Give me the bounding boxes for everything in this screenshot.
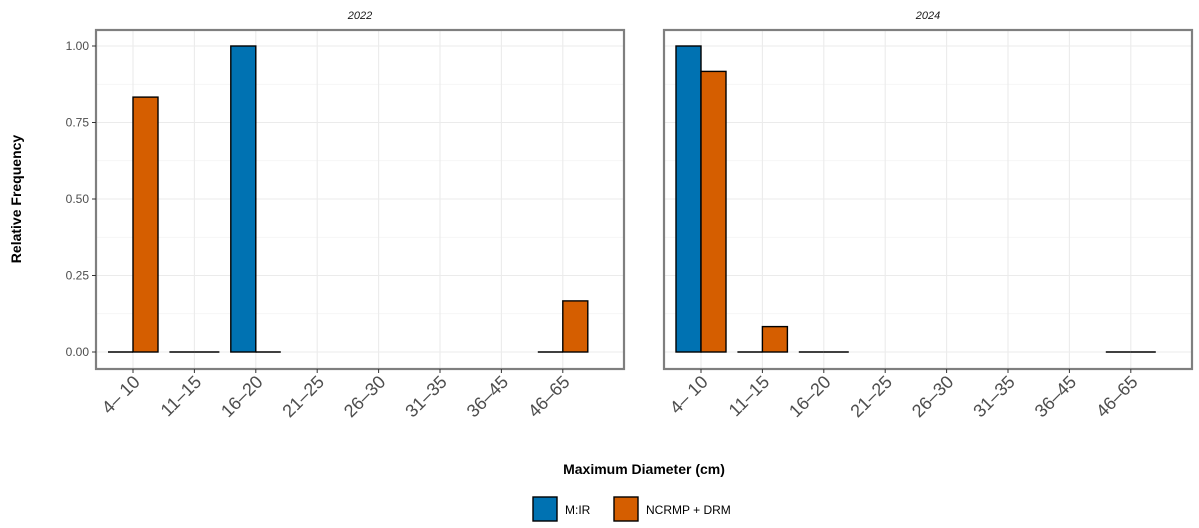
legend-label: NCRMP + DRM — [646, 503, 731, 517]
panel-border — [662, 28, 1194, 371]
panel-title: 2024 — [915, 10, 940, 22]
bar-m-ir-2 — [230, 45, 257, 353]
panel-2022: 2022 4– 10 11–15 16–20 21–25 26–30 31–35 36–45 4… — [66, 10, 626, 422]
bar-ncrmp-drm-0 — [700, 70, 727, 353]
x-tick-label: 21–25 — [846, 372, 896, 422]
legend-label: M:IR — [565, 503, 591, 517]
panel-title: 2022 — [347, 10, 372, 22]
bar-ncrmp-drm-0 — [132, 96, 159, 353]
x-tick-label: 26–30 — [340, 372, 390, 422]
legend-swatch — [532, 496, 558, 522]
y-tick-label: 0.25 — [66, 269, 90, 283]
x-tick-label: 21–25 — [278, 372, 328, 422]
x-tick-label: 31–35 — [969, 372, 1019, 422]
legend-swatch — [613, 496, 639, 522]
x-tick-label: 36–45 — [463, 372, 513, 422]
y-tick-label: 0.00 — [66, 345, 90, 359]
x-tick-label: 31–35 — [401, 372, 451, 422]
x-tick-label: 46–65 — [1092, 372, 1142, 422]
x-axis-title: Maximum Diameter (cm) — [563, 461, 725, 477]
x-tick-label: 11–15 — [157, 372, 206, 421]
y-tick-label: 1.00 — [66, 39, 90, 53]
x-tick-label: 36–45 — [1031, 372, 1081, 422]
panel-2024: 2024 4– 10 11–15 16–20 21–25 26–30 31–35 36–45 4… — [662, 10, 1194, 422]
x-tick-label: 16–20 — [785, 372, 835, 422]
x-tick-label: 46–65 — [524, 372, 574, 422]
legend: M:IR NCRMP + DRM — [532, 496, 731, 522]
y-axis-title: Relative Frequency — [8, 135, 24, 264]
y-tick-label: 0.50 — [66, 192, 90, 206]
x-tick-label: 16–20 — [217, 372, 267, 422]
bar-ncrmp-drm-7 — [562, 300, 589, 353]
bar-m-ir-0 — [675, 45, 702, 353]
x-tick-label: 4– 10 — [98, 372, 144, 418]
y-tick-label: 0.75 — [66, 116, 90, 130]
x-tick-label: 11–15 — [725, 372, 774, 421]
bar-ncrmp-drm-1 — [761, 325, 789, 353]
x-tick-label: 26–30 — [908, 372, 958, 422]
x-tick-label: 4– 10 — [666, 372, 712, 418]
